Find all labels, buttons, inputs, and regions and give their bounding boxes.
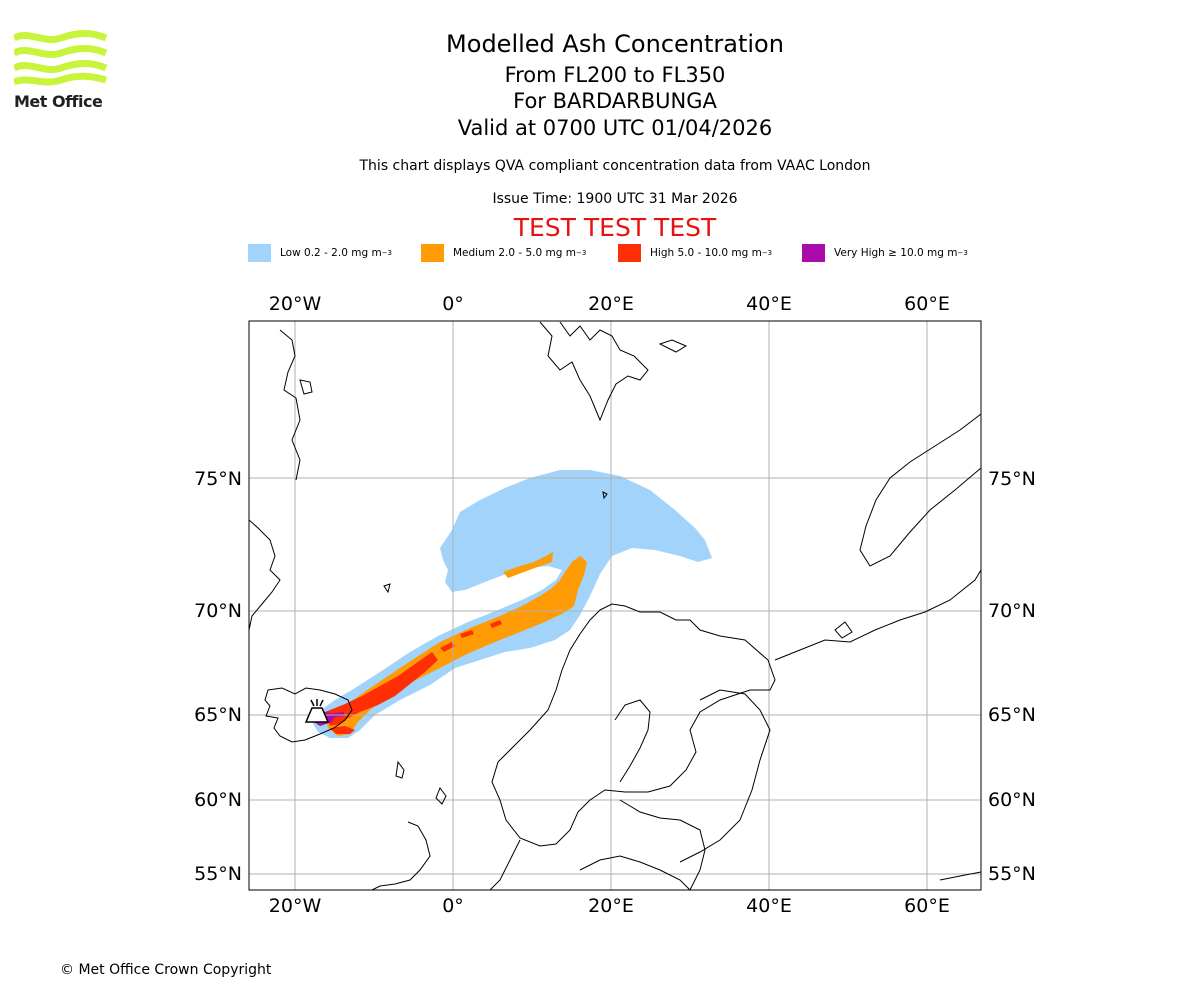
lat-label-left: 55°N (194, 863, 242, 885)
ash-area-medium (503, 552, 553, 578)
legend-item-medium: Medium 2.0 - 5.0 mg m −3 (421, 244, 586, 262)
legend-unit-exponent: −3 (575, 249, 587, 257)
issue-time: Issue Time: 1900 UTC 31 Mar 2026 (492, 191, 738, 207)
met-office-logo-waves-icon (14, 30, 108, 86)
lat-label-left: 75°N (194, 468, 242, 490)
flight-level-range: From FL200 to FL350 (504, 63, 726, 87)
legend-item-high: High 5.0 - 10.0 mg m −3 (618, 244, 772, 262)
ash-area-high (440, 642, 455, 652)
legend-swatch-medium (421, 244, 444, 262)
ash-area-high (330, 726, 355, 734)
lat-label-right: 60°N (988, 789, 1036, 811)
legend-label-very-high: Very High ≥ 10.0 mg m (834, 247, 958, 259)
legend-swatch-high (618, 244, 641, 262)
legend-label-low: Low 0.2 - 2.0 mg m (280, 247, 382, 259)
legend-unit-exponent: −3 (761, 249, 773, 257)
valid-time: Valid at 0700 UTC 01/04/2026 (457, 116, 773, 140)
legend-unit-exponent: −3 (381, 249, 393, 257)
test-banner: TEST TEST TEST (513, 213, 717, 242)
legend-unit-exponent: −3 (957, 249, 968, 257)
lat-label-right: 70°N (988, 600, 1036, 622)
ash-area-high (460, 630, 474, 638)
ash-area-high (490, 620, 502, 628)
lon-label-bottom: 60°E (904, 895, 950, 917)
coastlines (249, 321, 981, 890)
lon-label-top: 40°E (746, 293, 792, 315)
lat-label-right: 65°N (988, 704, 1036, 726)
met-office-logo-text: Met Office (14, 92, 103, 111)
lon-label-top: 60°E (904, 293, 950, 315)
volcano-icon (304, 699, 330, 723)
lat-label-left: 70°N (194, 600, 242, 622)
lon-label-top: 20°W (269, 293, 322, 315)
lon-label-top: 0° (442, 293, 464, 315)
lat-label-right: 55°N (988, 863, 1036, 885)
lat-label-left: 65°N (194, 704, 242, 726)
lon-label-bottom: 40°E (746, 895, 792, 917)
legend-swatch-low (248, 244, 271, 262)
graticule (249, 321, 981, 890)
ash-area-high (325, 652, 438, 726)
lon-label-bottom: 20°E (588, 895, 634, 917)
legend-label-high: High 5.0 - 10.0 mg m (650, 247, 762, 259)
volcano-name: For BARDARBUNGA (513, 89, 717, 113)
legend-swatch-very-high (802, 244, 825, 262)
copyright-notice: © Met Office Crown Copyright (60, 962, 272, 978)
legend-label-medium: Medium 2.0 - 5.0 mg m (453, 247, 576, 259)
lon-label-top: 20°E (588, 293, 634, 315)
legend-item-low: Low 0.2 - 2.0 mg m −3 (248, 244, 392, 262)
lat-label-right: 75°N (988, 468, 1036, 490)
chart-description: This chart displays QVA compliant concen… (359, 158, 871, 174)
chart-title: Modelled Ash Concentration (446, 30, 784, 58)
map-frame (248, 320, 982, 891)
legend-item-very-high: Very High ≥ 10.0 mg m −3 (802, 244, 968, 262)
lon-label-bottom: 20°W (269, 895, 322, 917)
lon-label-bottom: 0° (442, 895, 464, 917)
lat-label-left: 60°N (194, 789, 242, 811)
